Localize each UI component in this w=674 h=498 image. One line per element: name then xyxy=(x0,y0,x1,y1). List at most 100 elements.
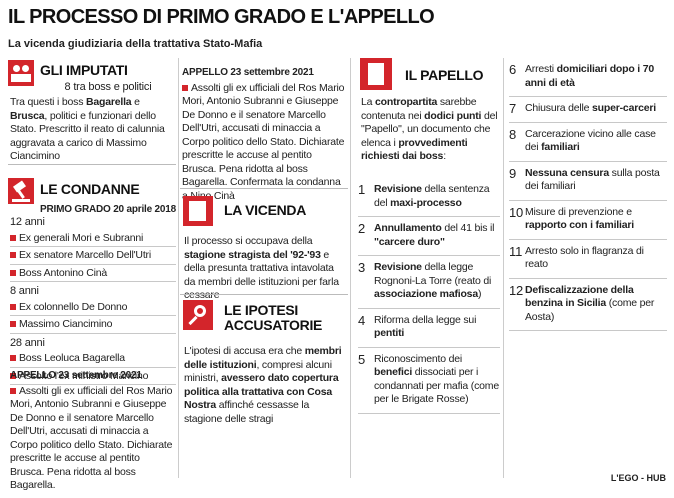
point-text: Arresti domiciliari dopo i 70 anni di et… xyxy=(525,63,667,90)
section-subtitle: 8 tra boss e politici xyxy=(64,81,152,93)
text-run: rapporto con i familiari xyxy=(525,219,634,231)
icon-gavel xyxy=(8,178,34,204)
imputati-head: GLI IMPUTATI 8 tra boss e politici xyxy=(40,63,176,95)
text-run: La xyxy=(361,96,375,108)
point-number: 6 xyxy=(509,62,517,77)
text-run: e xyxy=(131,96,140,108)
point-number: 8 xyxy=(509,126,517,142)
bullet xyxy=(10,372,16,379)
text-run: , politici e funzionari dello Stato. Pre… xyxy=(10,109,165,163)
point-text: Chiusura delle super-carceri xyxy=(525,102,656,116)
text-run: contropartita xyxy=(375,96,438,108)
text-run: Arresto solo in flagranza di reato xyxy=(525,244,644,271)
point-text: Nessuna censura sulla posta dei familiar… xyxy=(525,167,667,194)
icon-people xyxy=(8,60,34,86)
text-run: Carcerazione vicino alle case dei xyxy=(525,127,656,154)
credit: L'EGO - HUB xyxy=(610,473,666,483)
point: 11 Arresto solo in flagranza di reato xyxy=(509,240,667,279)
papello-intro: La contropartita sarebbe contenuta nei d… xyxy=(361,96,499,164)
separator xyxy=(350,58,351,478)
point-number: 4 xyxy=(358,312,366,328)
point-text: Riforma della legge sui pentiti xyxy=(374,314,500,341)
point: 12 Defiscalizzazione della benzina in Sic… xyxy=(509,279,667,331)
section-title: GLI IMPUTATI xyxy=(40,62,128,78)
point-number: 11 xyxy=(509,243,523,259)
text-run: del "Papello", un documento che elenca i xyxy=(361,109,498,149)
imputati-text: Tra questi i boss Bagarella e Brusca, po… xyxy=(10,96,176,164)
text-run: associazione mafiosa xyxy=(374,288,478,300)
text-run: sulla posta dei familiari xyxy=(525,166,660,193)
point: 4 Riforma della legge sui pentiti xyxy=(358,309,500,348)
bullet xyxy=(10,269,16,276)
point: 9 Nessuna censura sulla posta dei familia… xyxy=(509,162,667,201)
ipotesi-text: L'ipotesi di accusa era che membri delle… xyxy=(184,345,347,426)
bullet xyxy=(10,303,16,310)
text-run: Defiscalizzazione della benzina in Sicil… xyxy=(525,283,634,310)
text-run: Misure di prevenzione e xyxy=(525,205,632,218)
separator xyxy=(180,294,348,295)
item-text: Ex generali Mori e Subranni xyxy=(19,231,144,244)
text-run: pentiti xyxy=(374,327,405,339)
text-run: avessero dato copertura politica alla tr… xyxy=(184,372,339,411)
point: 5 Riconoscimento dei benefici dissociati … xyxy=(358,348,500,414)
text-run: membri delle istituzioni xyxy=(184,345,342,371)
section-title: LE IPOTESI ACCUSATORIE xyxy=(224,302,323,333)
item-text: Massimo Ciancimino xyxy=(19,318,113,330)
bullet xyxy=(10,234,16,241)
point-number: 3 xyxy=(358,260,366,275)
point-number: 10 xyxy=(509,204,524,220)
text-run: Riforma della legge sui xyxy=(374,313,477,326)
list-item: Ex generali Mori e Subranni xyxy=(10,230,176,247)
list-item: Boss Antonino Cinà xyxy=(10,265,176,282)
point-number: 12 xyxy=(509,282,524,298)
text-run: Bagarella xyxy=(85,96,132,108)
point: 3 Revisione della legge Rognoni-La Torre … xyxy=(358,256,500,309)
list-item: Ex colonnello De Donno xyxy=(10,299,176,316)
paragraph: Assolti gli ex ufficiali del Ros Mario M… xyxy=(10,384,173,492)
icon-magnifier xyxy=(183,300,213,330)
date: PRIMO GRADO 20 aprile 2018 xyxy=(40,204,176,215)
title: IL PROCESSO DI PRIMO GRADO E L'APPELLO xyxy=(8,6,435,28)
text-run: della legge Rognoni-La Torre (reato di xyxy=(374,261,492,287)
icon-book xyxy=(183,196,213,226)
text-run: Chiusura delle xyxy=(525,102,593,114)
list-item: Boss Leoluca Bagarella xyxy=(10,350,176,368)
item-text: Boss Leoluca Bagarella xyxy=(19,352,125,364)
text-run: Annullamento xyxy=(374,222,442,234)
point-number: 7 xyxy=(509,101,517,116)
text-run: Tra questi i boss xyxy=(10,96,86,108)
section-title: IL PAPELLO xyxy=(405,67,484,83)
appello-block: APPELLO 23 settembre 2021 Assolti gli ex… xyxy=(10,369,176,493)
point-number: 9 xyxy=(509,165,517,181)
text-run: dissociati per i condannati per mafia (c… xyxy=(374,366,499,405)
group-heading: 12 anni xyxy=(10,216,45,228)
text-run: maxi-processo xyxy=(390,196,462,209)
text-run: Brusca xyxy=(10,109,45,122)
text-run: Nessuna censura xyxy=(525,166,609,179)
separator xyxy=(178,58,179,478)
text-run: Revisione xyxy=(374,261,422,273)
group-heading: 8 anni xyxy=(10,285,39,297)
point-text: Annullamento del 41 bis il "carcere duro… xyxy=(374,222,500,249)
appello-block: APPELLO 23 settembre 2021 Assolti gli ex… xyxy=(182,66,347,203)
text-run: ) xyxy=(477,288,482,300)
point: 1 Revisione della sentenza del maxi-proce… xyxy=(358,178,500,217)
list-item: Assolto l'ex ministro Mancino xyxy=(10,368,176,385)
point: 10 Misure di prevenzione e rapporto con i… xyxy=(509,201,667,240)
point-text: Revisione della sentenza del maxi-proces… xyxy=(374,183,500,210)
point-text: Riconoscimento dei benefici dissociati p… xyxy=(374,353,500,407)
separator xyxy=(503,58,504,478)
text-run: stagione stragista del '92-'93 xyxy=(184,248,321,261)
points-list: 6 Arresti domiciliari dopo i 70 anni di e… xyxy=(509,58,667,331)
item-text: Assolto l'ex ministro Mancino xyxy=(19,369,149,382)
point: 8 Carcerazione vicino alle case dei famil… xyxy=(509,123,667,162)
point-text: Misure di prevenzione e rapporto con i f… xyxy=(525,206,667,233)
text-run: Revisione xyxy=(374,183,422,195)
list-item: Ex senatore Marcello Dell'Utri xyxy=(10,247,176,265)
list-item: Massimo Ciancimino xyxy=(10,316,176,334)
bullet xyxy=(10,321,16,327)
point: 2 Annullamento del 41 bis il "carcere dur… xyxy=(358,217,500,256)
text-run: familiari xyxy=(541,141,580,153)
point-text: Revisione della legge Rognoni-La Torre (… xyxy=(374,261,500,302)
